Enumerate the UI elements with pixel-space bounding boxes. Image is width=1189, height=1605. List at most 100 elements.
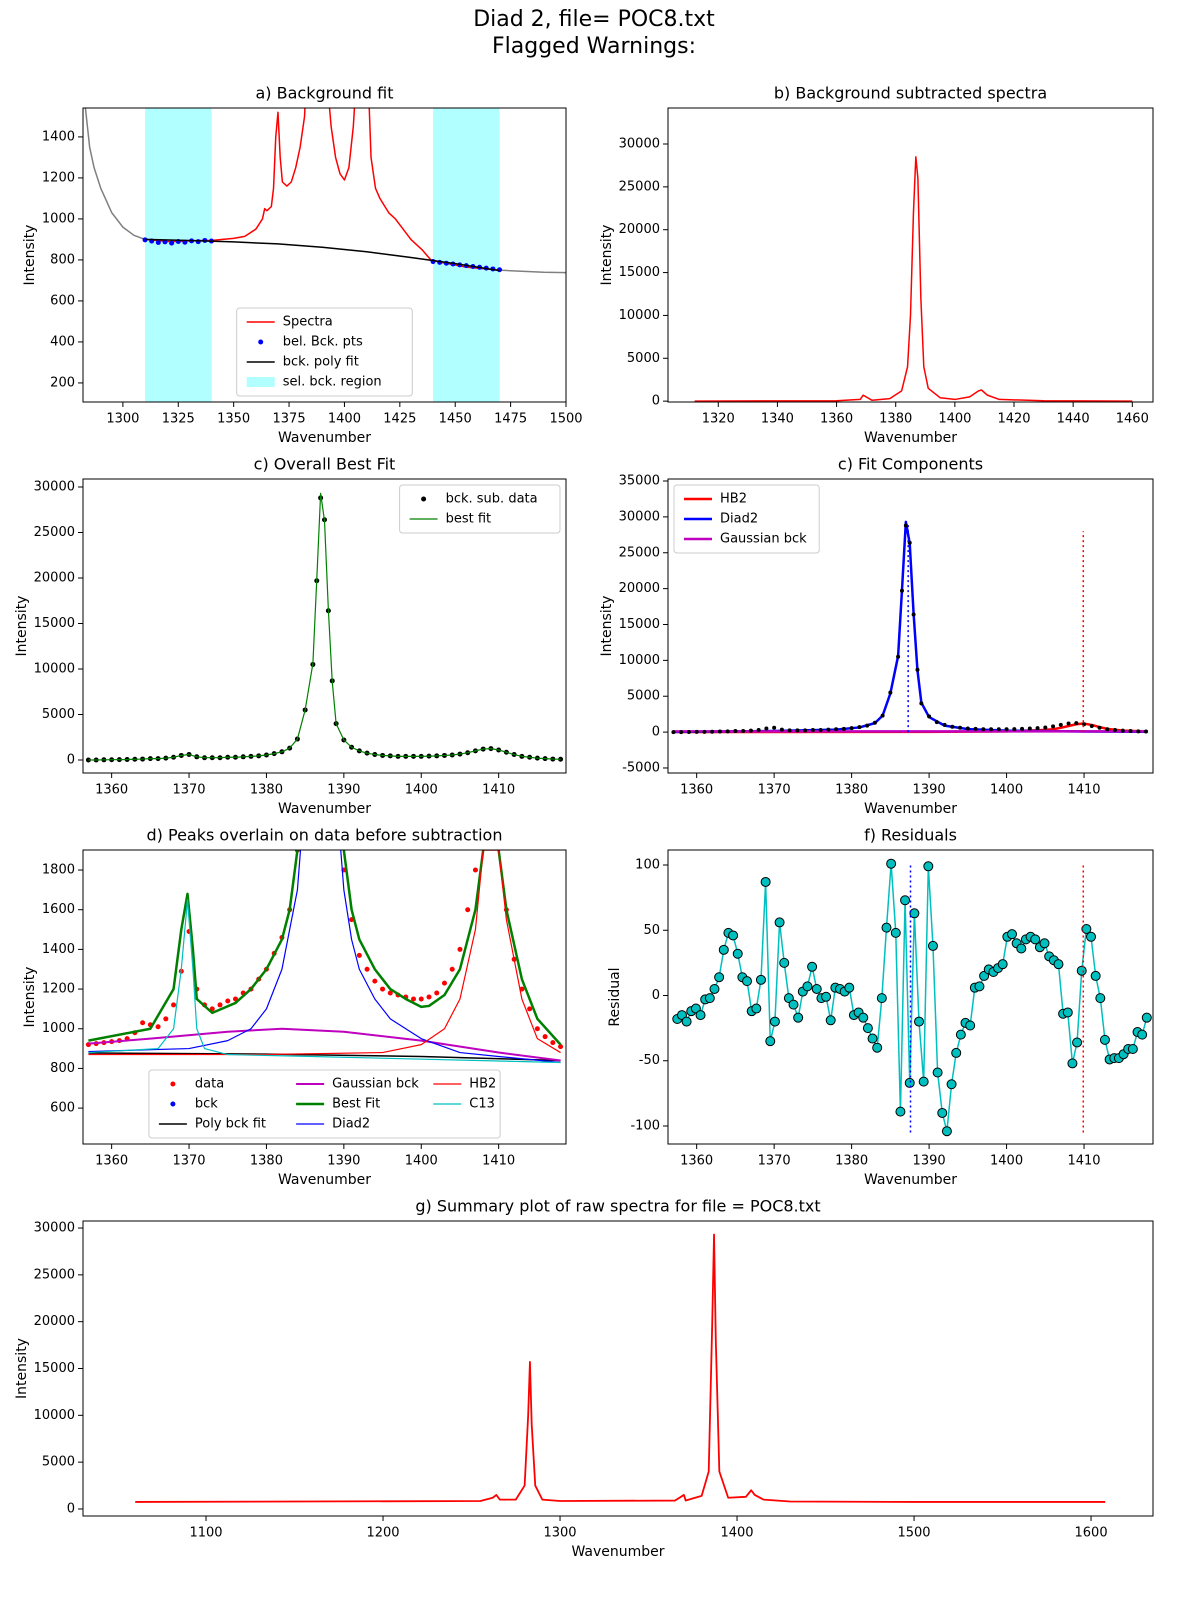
- marker: [1006, 929, 1017, 940]
- marker: [927, 940, 938, 951]
- legend-label: Gaussian bck: [332, 1077, 419, 1092]
- y-tick-label: 0: [67, 752, 75, 767]
- point: [756, 727, 761, 732]
- legend-label: HB2: [720, 492, 747, 507]
- y-tick-label: 25000: [619, 545, 660, 560]
- point: [558, 1044, 564, 1050]
- y-tick-label: 0: [652, 394, 660, 409]
- point: [899, 588, 904, 593]
- y-tick-label: 20000: [34, 571, 75, 586]
- point: [550, 1040, 556, 1046]
- line: [88, 492, 561, 761]
- x-tick-label: 1410: [1067, 783, 1100, 798]
- marker: [760, 876, 771, 887]
- marker: [774, 917, 785, 928]
- point: [717, 729, 722, 734]
- x-tick-label: 1360: [820, 412, 853, 427]
- marker: [728, 930, 739, 941]
- point: [85, 757, 91, 763]
- point: [779, 727, 784, 732]
- line: [135, 1233, 1106, 1503]
- marker: [1039, 938, 1050, 949]
- x-tick-label: 1360: [680, 1154, 713, 1169]
- point: [372, 978, 378, 984]
- y-tick-label: 1000: [42, 1021, 75, 1036]
- axes-frame: [667, 849, 1154, 1145]
- x-tick-label: 1420: [997, 412, 1030, 427]
- point: [1066, 721, 1071, 726]
- marker: [932, 1067, 943, 1078]
- legend-label: bck. poly fit: [283, 355, 359, 370]
- x-tick-label: 1300: [543, 1526, 576, 1541]
- point: [155, 239, 161, 245]
- marker: [769, 1016, 780, 1027]
- point: [725, 729, 730, 734]
- point: [834, 727, 839, 732]
- point: [1128, 729, 1133, 734]
- marker: [914, 1016, 925, 1027]
- legend-label: Poly bck fit: [195, 1117, 266, 1132]
- legend-box: [148, 1069, 501, 1139]
- panel: 1320 1340 1360 1380 1400 1420 1440 1460 0 5000 100…: [599, 84, 1154, 446]
- marker: [872, 1042, 883, 1053]
- point: [217, 1002, 223, 1008]
- point: [710, 729, 715, 734]
- x-tick-label: 1410: [1067, 1154, 1100, 1169]
- point: [915, 667, 920, 672]
- point: [465, 907, 471, 913]
- panel: 1360 1370 1380 1390 1400 14106008001000120014…: [22, 34, 567, 1188]
- x-tick-label: 1370: [172, 783, 205, 798]
- point: [1074, 721, 1079, 726]
- legend-label: bel. Bck. pts: [283, 335, 363, 350]
- y-tick-label: 50: [643, 923, 660, 938]
- x-tick-label: 1400: [990, 1154, 1023, 1169]
- axes-frame: [667, 107, 1154, 403]
- point: [356, 952, 362, 958]
- point: [996, 727, 1001, 732]
- marker: [1127, 1044, 1138, 1055]
- plot-area: [671, 520, 1149, 735]
- y-tick-label: 15000: [619, 617, 660, 632]
- y-axis-label: Intensity: [599, 225, 615, 286]
- legend-swatch: [421, 496, 427, 502]
- point: [558, 756, 564, 762]
- point: [472, 867, 478, 873]
- axes-frame: [82, 107, 567, 403]
- point: [169, 240, 175, 246]
- point: [1120, 728, 1125, 733]
- marker: [904, 1077, 915, 1088]
- point: [1144, 729, 1149, 734]
- panel-title: b) Background subtracted spectra: [774, 84, 1047, 103]
- marker: [714, 972, 725, 983]
- y-tick-label: 30000: [619, 509, 660, 524]
- marker: [1053, 959, 1064, 970]
- marker: [807, 961, 818, 972]
- marker: [779, 957, 790, 968]
- figure-subtitle: Flagged Warnings:: [492, 34, 696, 59]
- x-tick-label: 1380: [250, 1154, 283, 1169]
- x-axis-label: Wavenumber: [278, 430, 371, 446]
- marker: [923, 861, 934, 872]
- point: [857, 725, 862, 730]
- y-tick-label: 10000: [619, 653, 660, 668]
- x-tick-label: 1380: [879, 412, 912, 427]
- x-tick-label: 1320: [702, 412, 735, 427]
- point: [457, 946, 463, 952]
- y-tick-label: 0: [652, 725, 660, 740]
- y-tick-label: 10000: [619, 308, 660, 323]
- x-tick-label: 1380: [250, 783, 283, 798]
- x-tick-label: 1410: [482, 783, 515, 798]
- y-tick-label: 25000: [34, 1267, 75, 1282]
- y-tick-label: 25000: [34, 525, 75, 540]
- marker: [844, 982, 855, 993]
- x-tick-label: 1400: [405, 783, 438, 798]
- point: [1097, 725, 1102, 730]
- panel-title: a) Background fit: [255, 84, 393, 103]
- y-tick-label: 1400: [42, 129, 75, 144]
- point: [322, 34, 327, 39]
- legend-label: C13: [469, 1097, 495, 1112]
- point: [449, 966, 455, 972]
- point: [411, 996, 417, 1002]
- marker: [974, 981, 985, 992]
